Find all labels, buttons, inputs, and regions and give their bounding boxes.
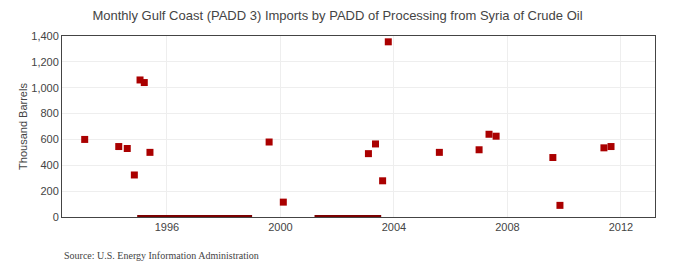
svg-text:2008: 2008 bbox=[495, 221, 519, 233]
svg-text:1,000: 1,000 bbox=[31, 82, 59, 94]
svg-text:1996: 1996 bbox=[155, 221, 179, 233]
svg-text:0: 0 bbox=[53, 211, 59, 223]
svg-text:1,400: 1,400 bbox=[31, 30, 59, 42]
svg-text:600: 600 bbox=[40, 133, 58, 145]
svg-text:Thousand Barrels: Thousand Barrels bbox=[17, 83, 29, 170]
svg-text:2004: 2004 bbox=[382, 221, 406, 233]
svg-text:2012: 2012 bbox=[609, 221, 633, 233]
svg-text:Source: U.S. Energy Informatio: Source: U.S. Energy Information Administ… bbox=[64, 250, 259, 261]
svg-text:1,200: 1,200 bbox=[31, 56, 59, 68]
svg-text:2000: 2000 bbox=[268, 221, 292, 233]
svg-text:Monthly Gulf Coast (PADD 3) Im: Monthly Gulf Coast (PADD 3) Imports by P… bbox=[92, 8, 582, 23]
svg-text:200: 200 bbox=[40, 185, 58, 197]
svg-text:800: 800 bbox=[40, 107, 58, 119]
svg-text:400: 400 bbox=[40, 159, 58, 171]
